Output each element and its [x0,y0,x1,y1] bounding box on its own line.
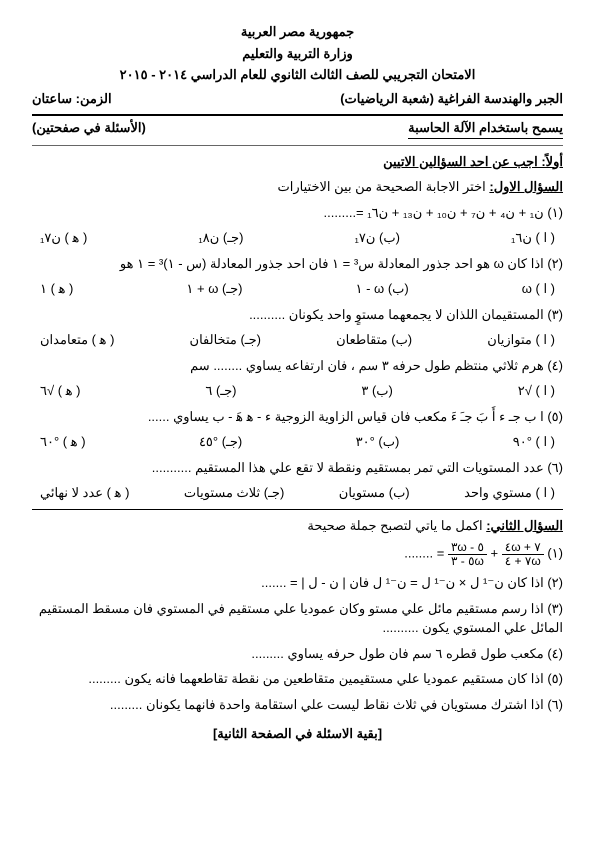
q1-2-opt-d: ( ﻫ ) ١ [40,279,73,299]
q1-2-opt-b: (ب) ω - ١ [356,279,409,299]
q2-1-prefix: (١) [544,546,563,561]
q1-4-options: ( ا ) √٢ (ب) ٣ (جـ) ٦ ( ﻫ ) √٦ [32,381,563,401]
header-line-2: وزارة التربية والتعليم [32,44,563,64]
footer-note: [بقية الاسئلة في الصفحة الثانية] [32,724,563,744]
q1-1-opt-b: (ب) ن₁٧ [354,228,399,248]
q1-1-options: ( ا ) ن₁٦ (ب) ن₁٧ (جـ) ن₁٨ ( ﻫ ) ن₁٧ [32,228,563,248]
q1-6-opt-a: ( ا ) مستوي واحد [464,483,555,503]
q1-5-opt-a: ( ا ) °٩٠ [513,432,555,452]
q1-6-text: (٦) عدد المستويات التي تمر بمستقيم ونقطة… [32,458,563,478]
q1-5-text: (٥) ا ب جـ ء أَ بَ جـَ ءَ مكعب فان قياس … [32,407,563,427]
q1-2-options: ( ا ) ω (ب) ω - ١ (جـ) ω + ١ ( ﻫ ) ١ [32,279,563,299]
q1-4-opt-b: (ب) ٣ [361,381,393,401]
frac2: ٥ - ٣ω ٥ω - ٣ [448,541,487,567]
q1-5-options: ( ا ) °٩٠ (ب) °٣٠ (جـ) °٤٥ ( ﻫ ) °٦٠ [32,432,563,452]
frac1: ٧ + ٤ω ٧ω + ٤ [502,541,544,567]
q2-6-text: (٦) اذا اشترك مستويان في ثلاث نقاط ليست … [32,695,563,715]
q1-1-text: (١) ن₁ + ن₄ + ن₇ + ن₁₀ + ن₁₃ + ن₁٦ =....… [32,203,563,223]
q1-6-opt-c: (جـ) ثلاث مستويات [184,483,284,503]
q2-4-text: (٤) مكعب طول قطره ٦ سم فان طول حرفه يساو… [32,644,563,664]
pages-note: (الأسئلة في صفحتين) [32,118,146,139]
q2-heading: السؤال الثاني: اكمل ما ياتي لتصبح جملة ص… [32,516,563,536]
q1-5-opt-c: (جـ) °٤٥ [199,432,242,452]
q2-1: (١) ٧ + ٤ω ٧ω + ٤ + ٥ - ٣ω ٥ω - ٣ = ....… [32,541,563,567]
section1-title: أولاً: اجب عن احد السؤالين الاتيين [32,152,563,172]
header-line-1: جمهورية مصر العربية [32,22,563,42]
calc-row: يسمح باستخدام الآلة الحاسبة (الأسئلة في … [32,118,563,139]
q1-heading: السؤال الاول: اختر الاجابة الصحيحة من بي… [32,177,563,197]
q1-4-opt-d: ( ﻫ ) √٦ [40,381,80,401]
q1-5-opt-b: (ب) °٣٠ [356,432,400,452]
q1-2-opt-c: (جـ) ω + ١ [186,279,242,299]
time-label: الزمن: ساعتان [32,89,112,109]
q1-6-options: ( ا ) مستوي واحد (ب) مستويان (جـ) ثلاث م… [32,483,563,503]
q1-2-text: (٢) اذا كان ω هو احد جذور المعادلة س³ = … [32,254,563,274]
q1-1-opt-c: (جـ) ن₁٨ [198,228,243,248]
q2-3-text: (٣) اذا رسم مستقيم مائل علي مستو وكان عم… [32,599,563,638]
q1-3-opt-d: ( ﻫ ) متعامدان [40,330,114,350]
q1-3-opt-a: ( ا ) متوازيان [487,330,555,350]
q1-1-opt-a: ( ا ) ن₁٦ [511,228,555,248]
q1-1-opt-d: ( ﻫ ) ن₁٧ [40,228,87,248]
thin-divider-2 [32,509,563,510]
thick-divider [32,114,563,116]
q1-4-text: (٤) هرم ثلاثي منتظم طول حرفه ٣ سم ، فان … [32,356,563,376]
q1-3-options: ( ا ) متوازيان (ب) متقاطعان (جـ) متخالفا… [32,330,563,350]
q2-1-suffix: = ........ [404,546,444,561]
thin-divider-1 [32,145,563,146]
q1-6-opt-b: (ب) مستويان [339,483,410,503]
subject-label: الجبر والهندسة الفراغية (شعبة الرياضيات) [340,89,563,109]
document-header: جمهورية مصر العربية وزارة التربية والتعل… [32,22,563,85]
q2-5-text: (٥) اذا كان مستقيم عموديا علي مستقيمين م… [32,669,563,689]
q1-3-opt-c: (جـ) متخالفان [190,330,261,350]
info-row: الجبر والهندسة الفراغية (شعبة الرياضيات)… [32,89,563,109]
q2-2-text: (٢) اذا كان ن⁻¹ ل × ن⁻¹ ل = ن⁻¹ ل فان | … [32,573,563,593]
q1-3-text: (٣) المستقيمان اللذان لا يجمعهما مستوٍ و… [32,305,563,325]
q1-4-opt-c: (جـ) ٦ [205,381,236,401]
q1-2-opt-a: ( ا ) ω [522,279,555,299]
calculator-note: يسمح باستخدام الآلة الحاسبة [408,118,563,139]
q1-5-opt-d: ( ﻫ ) °٦٠ [40,432,86,452]
header-line-3: الامتحان التجريبي للصف الثالث الثانوي لل… [32,65,563,85]
q1-6-opt-d: ( ﻫ ) عدد لا نهائي [40,483,129,503]
q1-3-opt-b: (ب) متقاطعان [336,330,412,350]
q1-4-opt-a: ( ا ) √٢ [518,381,555,401]
